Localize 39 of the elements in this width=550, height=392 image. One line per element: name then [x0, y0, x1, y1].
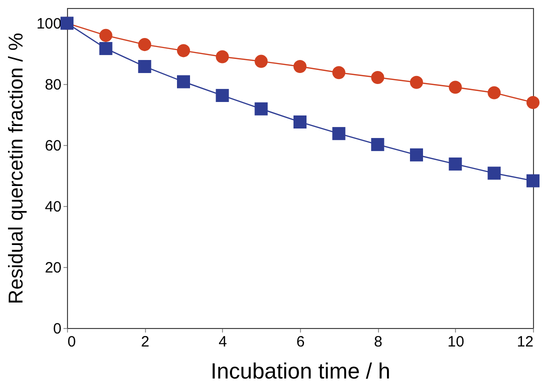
point — [332, 127, 346, 140]
x-tick-label: 0 — [68, 334, 76, 350]
point — [371, 138, 384, 152]
point — [293, 115, 307, 128]
point — [410, 148, 424, 162]
x-tick-label: 4 — [218, 334, 228, 350]
point — [488, 86, 501, 100]
x-tick-label: 6 — [296, 334, 305, 350]
point — [526, 96, 540, 109]
point — [293, 60, 307, 74]
y-tick-label: 80 — [44, 76, 62, 94]
point — [410, 76, 424, 89]
point — [371, 70, 384, 84]
point — [526, 174, 540, 188]
y-tick-label: 20 — [44, 260, 62, 277]
point — [254, 54, 268, 68]
point — [176, 44, 190, 58]
y-tick-label: 0 — [53, 320, 62, 338]
point — [332, 66, 346, 80]
y-tick-label: 40 — [44, 198, 62, 216]
y-tick-label: 60 — [44, 138, 62, 155]
point — [216, 88, 229, 102]
point — [216, 50, 229, 64]
point — [488, 166, 501, 180]
point — [138, 60, 152, 74]
x-tick-label: 8 — [374, 334, 382, 350]
point — [138, 38, 152, 52]
x-tick-label: 10 — [447, 334, 464, 350]
x-tick-label: 12 — [516, 334, 534, 350]
point — [448, 158, 462, 171]
point — [99, 42, 112, 56]
point — [99, 28, 112, 42]
x-axis-title: Incubation time / h — [210, 358, 390, 384]
point — [254, 102, 268, 116]
point — [176, 75, 190, 88]
x-tick-label: 2 — [140, 334, 150, 350]
point — [448, 80, 462, 94]
y-axis-title: Residual quercetin fraction / % — [5, 32, 28, 304]
y-tick-label: 100 — [36, 16, 62, 33]
